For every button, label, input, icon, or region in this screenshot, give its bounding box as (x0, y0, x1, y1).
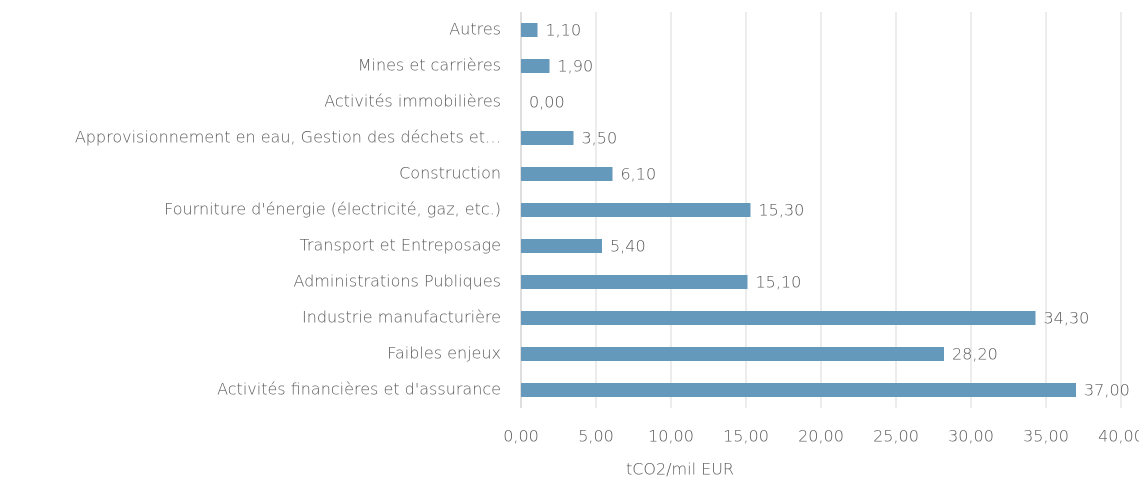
bar (521, 131, 574, 145)
y-tick-label: Approvisionnement en eau, Gestion des dé… (75, 128, 501, 147)
y-tick-label: Industrie manufacturière (302, 308, 501, 327)
y-tick-label: Activités financières et d'assurance (217, 380, 501, 399)
x-tick-label: 35,00 (1023, 427, 1069, 446)
value-label: 3,50 (582, 129, 618, 148)
value-label: 15,10 (756, 273, 802, 292)
value-label: 5,40 (610, 237, 646, 256)
bar (521, 347, 944, 361)
x-tick-label: 25,00 (873, 427, 919, 446)
x-tick-label: 5,00 (578, 427, 614, 446)
x-tick-label: 0,00 (503, 427, 539, 446)
bar (521, 311, 1036, 325)
value-label: 15,30 (759, 201, 805, 220)
bar (521, 239, 602, 253)
x-tick-label: 20,00 (798, 427, 844, 446)
x-tick-label: 15,00 (723, 427, 769, 446)
y-tick-label: Autres (449, 20, 501, 39)
x-axis-label: tCO2/mil EUR (626, 460, 734, 479)
y-tick-label: Fourniture d'énergie (électricité, gaz, … (164, 200, 501, 219)
value-label: 34,30 (1044, 309, 1090, 328)
value-label: 0,00 (529, 93, 565, 112)
y-tick-label: Construction (399, 164, 501, 183)
value-label: 1,90 (558, 57, 594, 76)
bar (521, 383, 1076, 397)
value-label: 6,10 (621, 165, 657, 184)
x-tick-label: 10,00 (648, 427, 694, 446)
value-label: 1,10 (546, 21, 582, 40)
value-label: 28,20 (952, 345, 998, 364)
y-tick-label: Transport et Entreposage (300, 236, 502, 255)
value-label: 37,00 (1084, 381, 1130, 400)
bar (521, 203, 751, 217)
bar (521, 275, 748, 289)
bar (521, 23, 538, 37)
x-tick-label: 30,00 (948, 427, 994, 446)
bar (521, 167, 613, 181)
y-tick-label: Faibles enjeux (387, 344, 501, 363)
bar (521, 59, 550, 73)
y-tick-label: Mines et carrières (358, 56, 501, 75)
y-tick-label: Administrations Publiques (293, 272, 501, 291)
y-tick-label: Activités immobilières (324, 92, 501, 111)
x-tick-label: 40,00 (1098, 427, 1139, 446)
